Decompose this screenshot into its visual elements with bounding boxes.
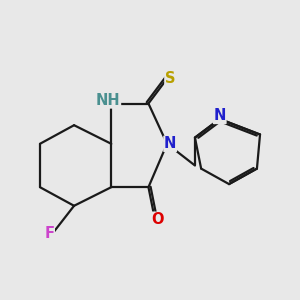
Text: S: S: [165, 71, 175, 86]
Text: NH: NH: [96, 93, 121, 108]
Text: F: F: [44, 226, 54, 241]
Text: N: N: [214, 108, 226, 123]
Text: O: O: [152, 212, 164, 227]
Text: N: N: [164, 136, 176, 151]
